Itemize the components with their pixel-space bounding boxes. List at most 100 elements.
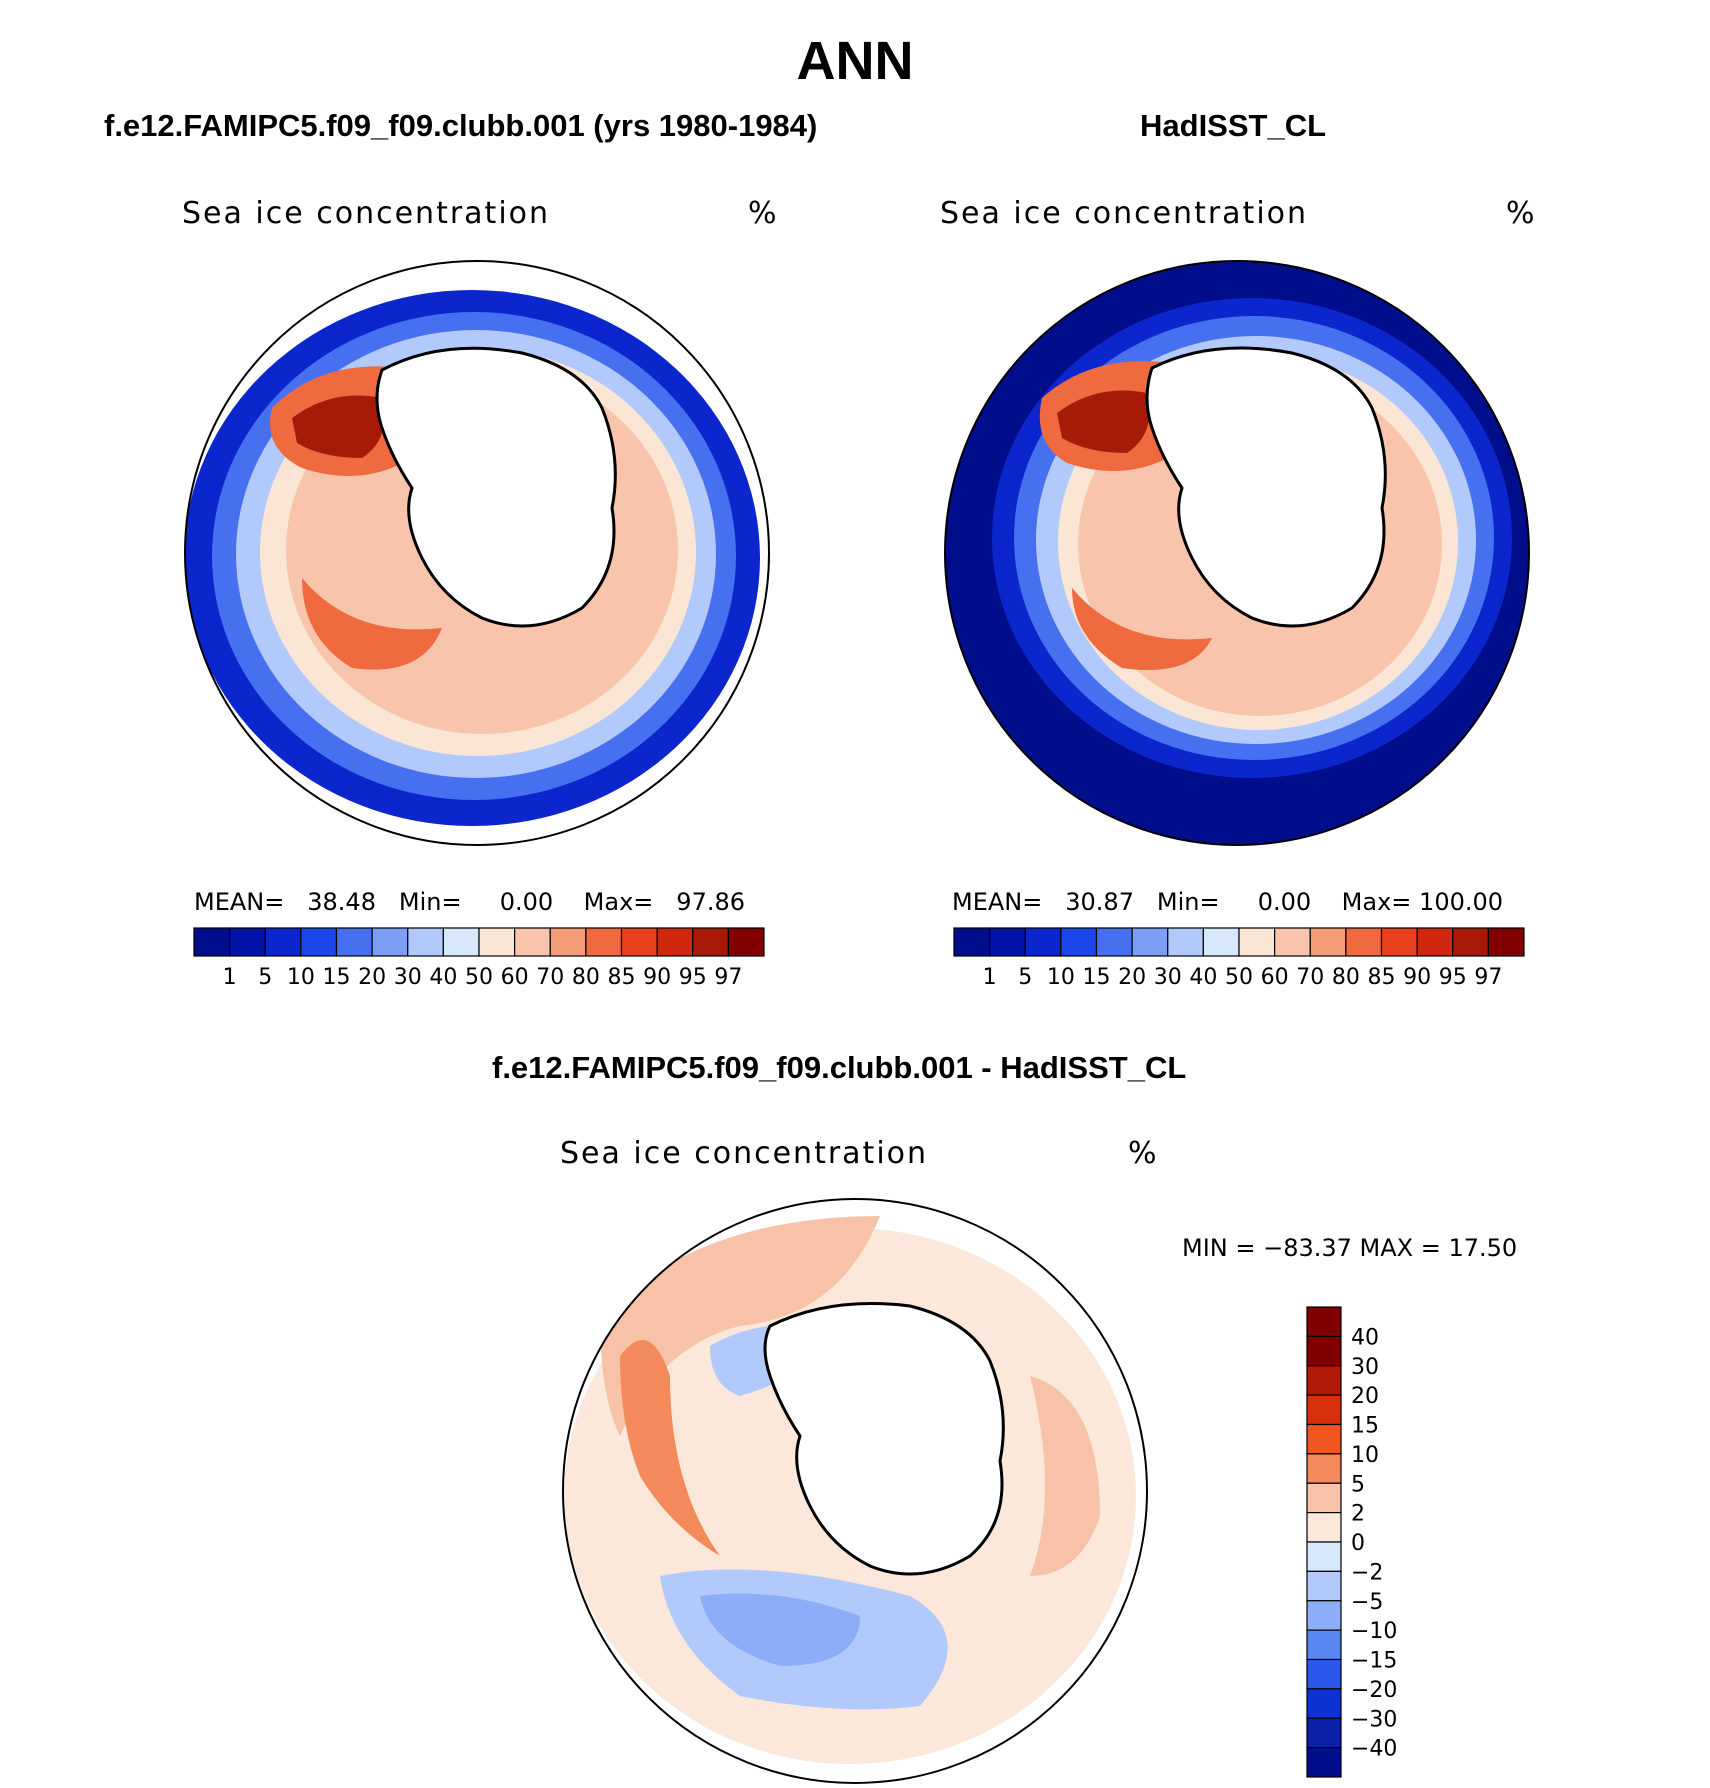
mean-label: MEAN= — [194, 888, 285, 916]
panel-right-stats: MEAN= 30.87 Min= 0.00 Max= 100.00 — [952, 888, 1503, 916]
colorbar-tick-label: 5 — [258, 965, 272, 990]
colorbar-tick-label: 5 — [1018, 965, 1032, 990]
colorbar-swatch — [1131, 927, 1169, 957]
colorbar-tick-label: 85 — [1368, 965, 1396, 990]
panel-left-subtitle: f.e12.FAMIPC5.f09_f09.clubb.001 (yrs 198… — [104, 108, 818, 143]
panel-left-units: % — [748, 196, 779, 231]
colorbar-swatch — [620, 927, 658, 957]
colorbar-swatch — [193, 927, 231, 957]
diff-colorbar-tick-label: 2 — [1351, 1502, 1365, 1527]
max-value: 97.86 — [676, 888, 746, 916]
colorbar-swatch — [229, 927, 266, 957]
colorbar-tick-label: 80 — [572, 965, 600, 990]
ross-high-ice — [302, 578, 442, 670]
diff-colorbar-swatch — [1306, 1394, 1342, 1426]
max-label: Max= — [583, 888, 654, 916]
panel-right-variable: Sea ice concentration — [940, 196, 1309, 231]
colorbar-swatch — [407, 927, 444, 957]
diff-colorbar-tick-label: 20 — [1351, 1384, 1379, 1409]
colorbar-swatch — [1202, 927, 1240, 957]
colorbar-swatch — [1416, 927, 1454, 957]
diff-colorbar-tick-label: 0 — [1351, 1531, 1365, 1556]
diff-colorbar-swatch — [1306, 1717, 1342, 1749]
colorbar-swatch — [1024, 927, 1062, 957]
diff-colorbar-swatch — [1306, 1629, 1342, 1661]
colorbar-swatch — [1238, 927, 1276, 957]
colorbar-tick-label: 20 — [358, 965, 386, 990]
colorbar-tick-label: 70 — [1296, 965, 1324, 990]
colorbar-swatch — [656, 927, 694, 957]
weddell-max-ice — [292, 395, 385, 458]
colorbar-tick-label: 30 — [394, 965, 422, 990]
panel-diff-variable: Sea ice concentration — [560, 1136, 929, 1171]
diff-colorbar-swatch — [1306, 1688, 1342, 1719]
diff-colorbar-tick-label: −5 — [1351, 1590, 1383, 1615]
colorbar-tick-label: 70 — [536, 965, 564, 990]
diff-colorbar-tick-label: 40 — [1351, 1325, 1379, 1350]
diff-positive-peninsula — [620, 1340, 720, 1556]
diff-colorbar-tick-label: −2 — [1351, 1560, 1383, 1585]
diff-colorbar-tick-label: 5 — [1351, 1472, 1365, 1497]
colorbar-swatch — [514, 927, 551, 957]
colorbar-swatch — [371, 927, 409, 957]
colorbar-tick-label: 90 — [643, 965, 671, 990]
colorbar-tick-label: 10 — [1047, 965, 1075, 990]
max-label: Max= — [1341, 888, 1412, 916]
panel-diff-units: % — [1128, 1136, 1159, 1171]
map-diff-boundary — [562, 1198, 1148, 1784]
colorbar-tick-label: 60 — [1261, 965, 1289, 990]
panel-right-units: % — [1506, 196, 1537, 231]
panel-diff-minmax: MIN = −83.37 MAX = 17.50 — [1182, 1234, 1518, 1262]
colorbar-swatch — [989, 927, 1026, 957]
colorbar-swatch — [1345, 927, 1383, 957]
colorbar-swatch — [1095, 927, 1133, 957]
diff-colorbar-tick-label: −10 — [1351, 1619, 1397, 1644]
colorbar-swatch — [727, 927, 765, 957]
colorbar-swatch — [1274, 927, 1311, 957]
diff-colorbar-swatch — [1306, 1570, 1342, 1602]
colorbar-swatch — [1380, 927, 1418, 957]
diff-colorbar-swatch — [1306, 1335, 1342, 1367]
max-value: 100.00 — [1419, 888, 1504, 916]
diff-colorbar-tick-label: −40 — [1351, 1737, 1397, 1762]
map-left-boundary — [184, 260, 770, 846]
colorbar-tick-label: 90 — [1403, 965, 1431, 990]
colorbar-tick-label: 60 — [501, 965, 529, 990]
colorbar-swatch — [1309, 927, 1347, 957]
colorbar-tick-label: 50 — [465, 965, 493, 990]
diff-colorbar-swatch — [1306, 1512, 1342, 1543]
colorbar-swatch — [1487, 927, 1525, 957]
colorbar-tick-label: 97 — [714, 965, 742, 990]
min-value: 0.00 — [499, 888, 554, 916]
diff-colorbar-swatch — [1306, 1306, 1342, 1337]
diff-colorbar-swatch — [1306, 1541, 1342, 1572]
diff-colorbar-swatch — [1306, 1747, 1342, 1778]
diff-colorbar-tick-label: 10 — [1351, 1443, 1379, 1468]
antarctica-coastline — [375, 346, 617, 628]
diff-colorbar-swatch — [1306, 1600, 1342, 1631]
map-right-boundary — [944, 260, 1530, 846]
colorbar-tick-label: 85 — [608, 965, 636, 990]
colorbar-tick-label: 50 — [1225, 965, 1253, 990]
colorbar-tick-label: 1 — [223, 965, 237, 990]
colorbar-swatch — [1452, 927, 1489, 957]
diff-colorbar-tick-label: −20 — [1351, 1678, 1397, 1703]
colorbar-swatch — [953, 927, 991, 957]
mean-value: 30.87 — [1065, 888, 1134, 916]
antarctica-coastline — [1145, 346, 1387, 628]
colorbar-swatch — [692, 927, 729, 957]
diff-colorbar-swatch — [1306, 1365, 1342, 1396]
colorbar-swatch — [264, 927, 302, 957]
mean-value: 38.48 — [307, 888, 376, 916]
map-diff — [562, 1198, 1148, 1784]
colorbar-swatch — [300, 927, 338, 957]
min-label: Min= — [1156, 888, 1220, 916]
colorbar-swatch — [442, 927, 480, 957]
antarctica-coastline — [763, 1302, 1005, 1576]
diff-colorbar-swatch — [1306, 1423, 1342, 1455]
colorbar-swatch — [335, 927, 373, 957]
colorbar-tick-label: 95 — [679, 965, 707, 990]
colorbar-tick-label: 10 — [287, 965, 315, 990]
diff-colorbar-tick-label: 30 — [1351, 1355, 1379, 1380]
colorbar-tick-label: 1 — [983, 965, 997, 990]
